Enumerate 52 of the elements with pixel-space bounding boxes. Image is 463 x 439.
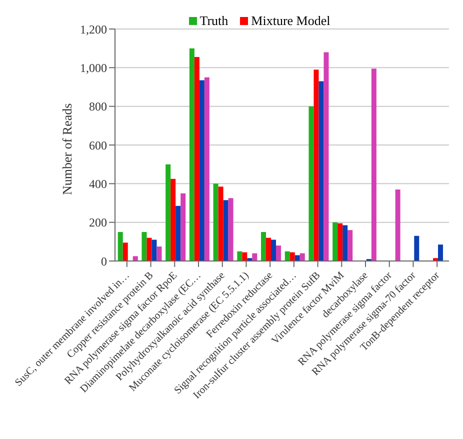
bar [395,189,400,261]
bar [180,193,186,261]
bar [308,106,314,261]
bar [223,200,228,261]
bar [276,246,282,261]
bar [266,238,272,261]
bar [371,68,376,261]
bar [252,253,258,261]
bar [204,77,210,261]
bar [189,48,194,261]
bar [237,251,242,261]
y-tick-label: 800 [89,100,107,114]
bar [142,232,147,261]
bar [348,230,353,261]
bar [242,252,248,261]
bar [294,255,300,261]
legend-label: Mixture Model [250,13,330,29]
bar [170,178,176,261]
bar [300,253,305,261]
bar [414,236,420,261]
y-axis-title: Number of Reads [60,103,75,195]
bar [271,240,276,261]
bar [218,186,224,261]
bar [199,80,204,261]
bar [132,256,138,261]
bar [194,57,200,261]
bar [314,70,319,261]
bar [156,246,162,261]
bar [166,164,171,261]
bar [118,232,123,261]
bar [332,222,338,261]
bar [318,81,324,261]
y-tick-label: 200 [89,216,107,230]
bar [438,244,444,261]
bar [146,238,152,261]
y-tick-label: 0 [101,254,107,268]
bar [213,184,218,261]
bar [122,242,128,261]
y-tick-label: 1,000 [80,60,107,75]
bar [324,52,329,261]
y-tick-label: 600 [89,138,107,152]
bar [261,232,266,261]
bar [338,223,343,261]
bar [342,225,348,261]
legend-label: Truth [198,13,228,29]
bar [284,251,290,261]
bar [290,252,295,261]
y-tick-label: 400 [89,176,107,191]
bar [228,198,234,261]
bar [176,206,181,261]
y-tick-label: 1,200 [80,22,107,36]
bar [152,240,157,261]
